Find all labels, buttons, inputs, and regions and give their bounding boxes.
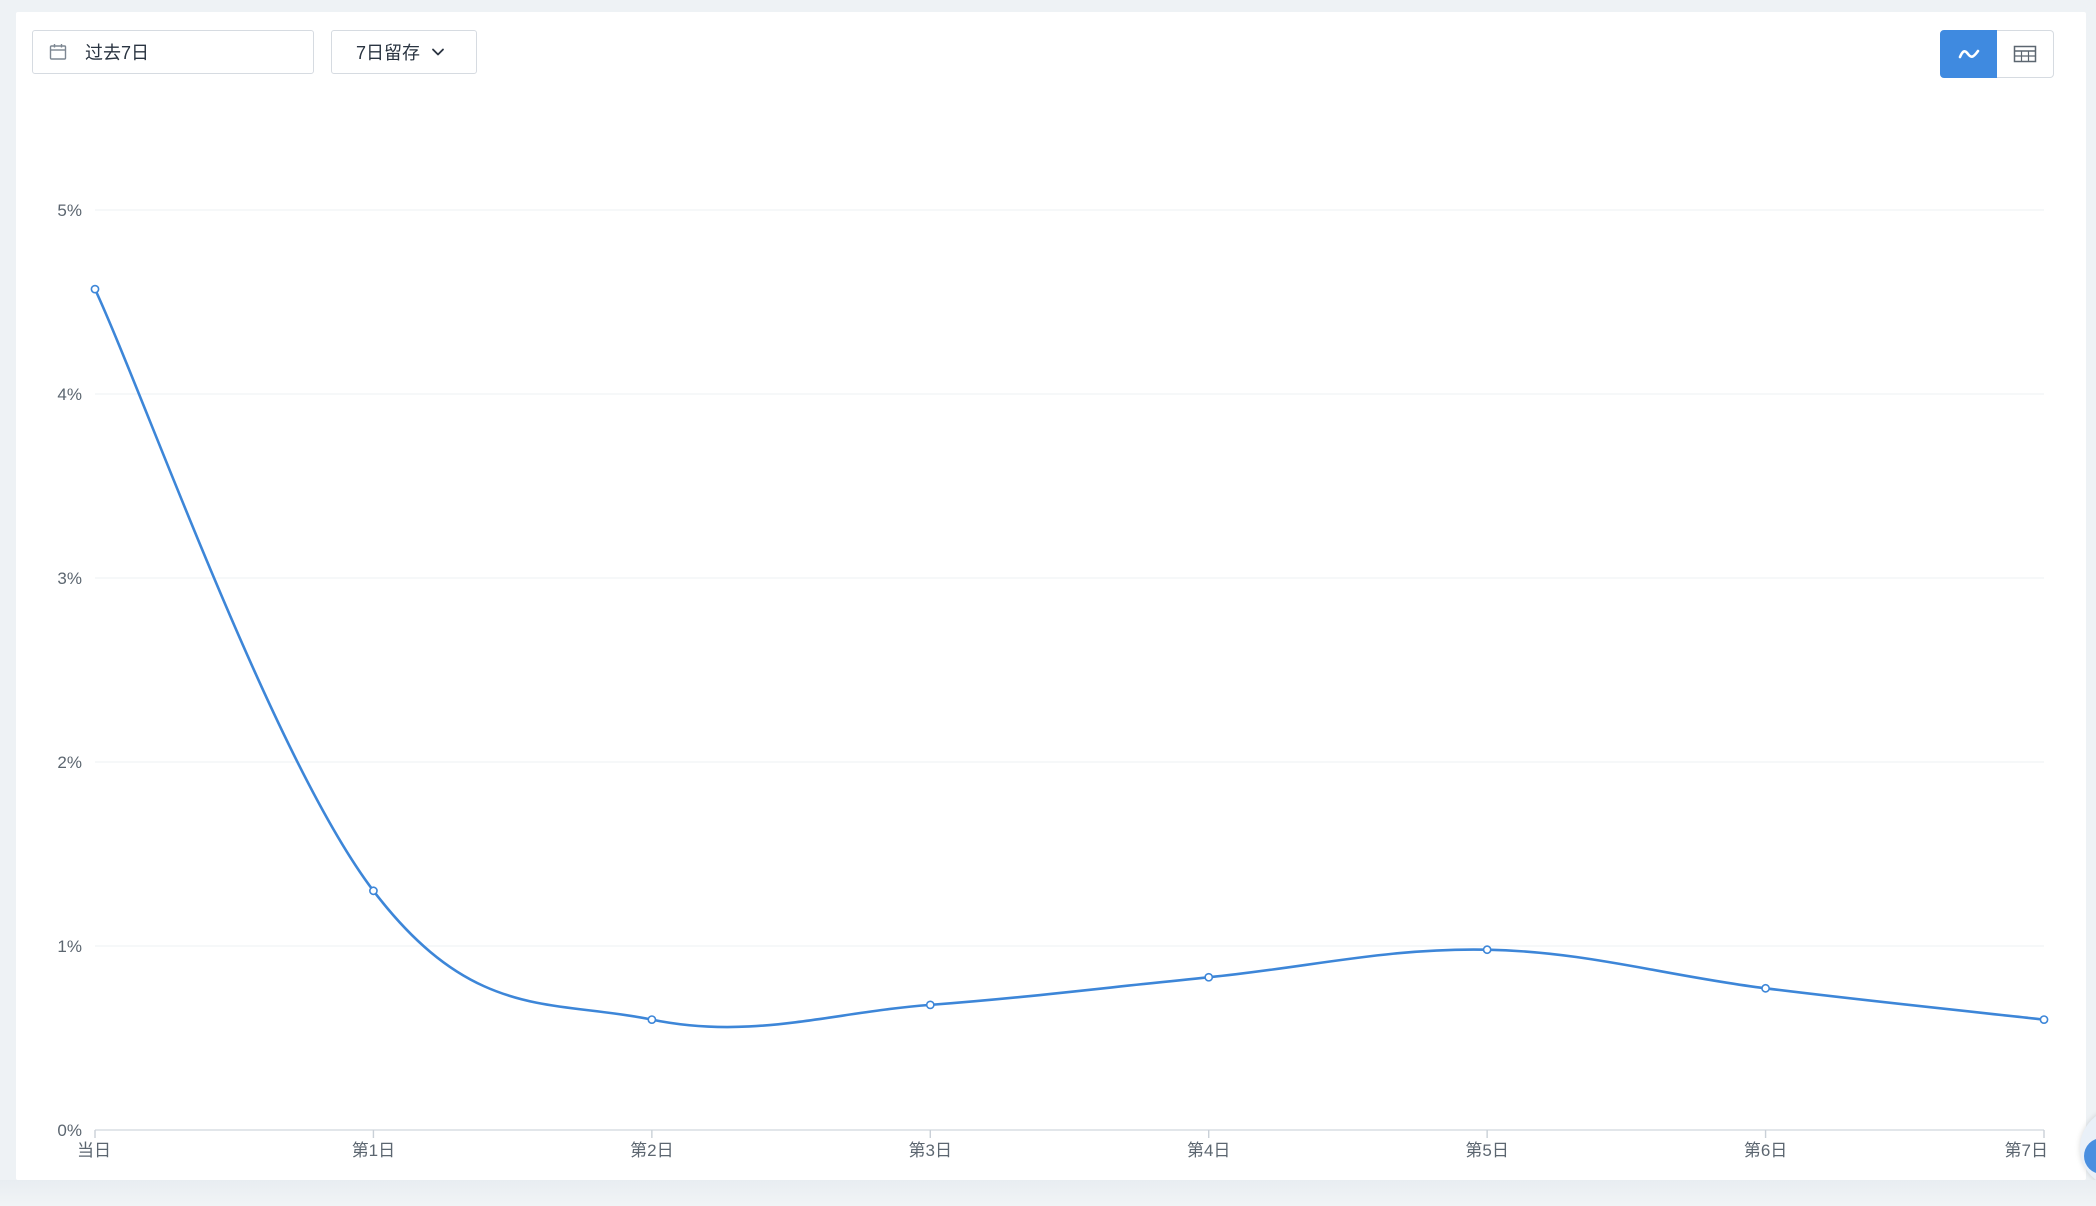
- help-float-button[interactable]: [2080, 1108, 2096, 1188]
- data-point-6[interactable]: [1761, 983, 1770, 993]
- table-icon: [2013, 45, 2037, 63]
- chart-card: [16, 12, 2086, 1180]
- line-chart-icon: [1957, 46, 1981, 62]
- date-range-label: 过去7日: [85, 43, 150, 63]
- chevron-down-icon: [430, 44, 446, 60]
- data-point-7[interactable]: [2039, 1015, 2049, 1024]
- data-point-3[interactable]: [925, 1000, 935, 1010]
- table-view-button[interactable]: [1997, 30, 2054, 78]
- points-layer: [90, 284, 2049, 1024]
- help-icon: [2084, 1138, 2096, 1174]
- data-point-5[interactable]: [1482, 945, 1492, 955]
- date-range-picker[interactable]: 过去7日: [32, 30, 314, 74]
- retention-type-select[interactable]: 7日留存: [331, 30, 477, 74]
- retention-type-label: 7日留存: [356, 43, 421, 63]
- data-point-4[interactable]: [1204, 972, 1214, 982]
- data-point-1[interactable]: [369, 886, 378, 896]
- toolbar: 过去7日 7日留存: [32, 30, 477, 78]
- view-toggle: [1940, 30, 2054, 78]
- data-point-0[interactable]: [90, 284, 100, 294]
- data-point-2[interactable]: [647, 1015, 657, 1024]
- line-view-button[interactable]: [1940, 30, 1997, 78]
- page-bottom-edge: [0, 1180, 2096, 1206]
- calendar-icon: [49, 43, 67, 61]
